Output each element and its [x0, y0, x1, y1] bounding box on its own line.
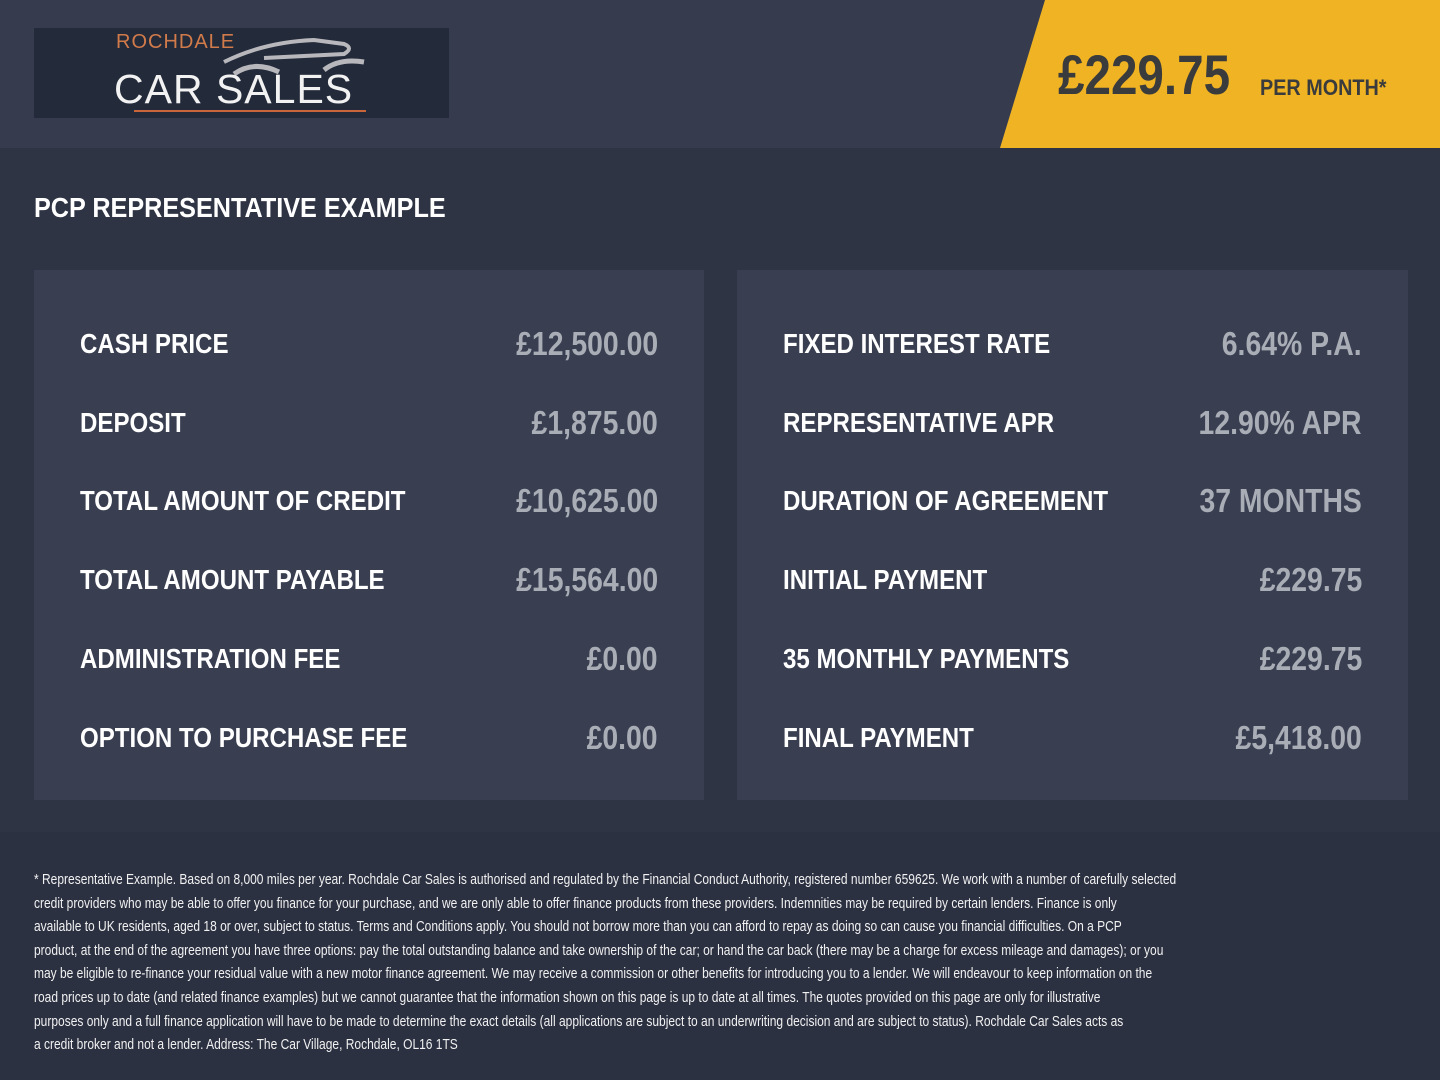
row-option-fee: OPTION TO PURCHASE FEE £0.00: [80, 719, 658, 762]
disclaimer-line: road prices up to date (and related fina…: [34, 988, 1101, 1006]
row-value: £229.75: [1259, 640, 1362, 677]
row-value: £0.00: [586, 640, 658, 677]
row-value: £5,418.00: [1235, 719, 1362, 756]
disclaimer-line: credit providers who may be able to offe…: [34, 894, 1117, 912]
row-value: £10,625.00: [515, 482, 658, 519]
row-admin-fee: ADMINISTRATION FEE £0.00: [80, 640, 658, 683]
monthly-price: £229.75: [1058, 43, 1231, 106]
logo-underline: [134, 110, 366, 112]
row-apr: REPRESENTATIVE APR 12.90% APR: [783, 404, 1362, 447]
logo[interactable]: ROCHDALE CAR SALES: [34, 28, 449, 118]
logo-top-text: ROCHDALE: [116, 31, 236, 53]
price-badge: £229.75 PER MONTH*: [1000, 0, 1440, 148]
row-label: 35 MONTHLY PAYMENTS: [783, 643, 1070, 674]
row-value: £1,875.00: [531, 404, 658, 441]
disclaimer-line: a credit broker and not a lender. Addres…: [34, 1036, 458, 1054]
disclaimer-line: available to UK residents, aged 18 or ov…: [34, 918, 1122, 936]
row-label: ADMINISTRATION FEE: [80, 643, 341, 674]
header: ROCHDALE CAR SALES £229.75 PER MONTH*: [0, 0, 1440, 148]
logo-main-text: CAR SALES: [114, 66, 354, 112]
disclaimer-line: purposes only and a full finance applica…: [34, 1012, 1124, 1030]
disclaimer-line: * Representative Example. Based on 8,000…: [34, 871, 1177, 888]
row-label: DEPOSIT: [80, 407, 186, 438]
disclaimer-footer: * Representative Example. Based on 8,000…: [0, 832, 1440, 1080]
row-final-payment: FINAL PAYMENT £5,418.00: [783, 719, 1362, 762]
row-label: TOTAL AMOUNT PAYABLE: [80, 564, 385, 595]
row-monthly-payments: 35 MONTHLY PAYMENTS £229.75: [783, 640, 1362, 683]
row-value: 12.90% APR: [1198, 404, 1362, 441]
row-initial-payment: INITIAL PAYMENT £229.75: [783, 561, 1362, 604]
row-value: £12,500.00: [515, 325, 658, 362]
row-value: £15,564.00: [515, 561, 658, 598]
row-label: CASH PRICE: [80, 328, 229, 359]
disclaimer-line: product, at the end of the agreement you…: [34, 941, 1164, 959]
row-label: TOTAL AMOUNT OF CREDIT: [80, 485, 406, 516]
row-label: REPRESENTATIVE APR: [783, 407, 1055, 438]
row-value: £229.75: [1259, 561, 1362, 598]
per-month-label: PER MONTH*: [1260, 75, 1387, 100]
disclaimer-text: * Representative Example. Based on 8,000…: [34, 868, 1440, 1057]
row-label: OPTION TO PURCHASE FEE: [80, 722, 408, 753]
right-panel: FIXED INTEREST RATE 6.64% P.A. REPRESENTA…: [737, 270, 1408, 800]
row-total-credit: TOTAL AMOUNT OF CREDIT £10,625.00: [80, 482, 658, 525]
row-deposit: DEPOSIT £1,875.00: [80, 404, 658, 447]
row-label: DURATION OF AGREEMENT: [783, 485, 1109, 516]
car-silhouette-icon: [223, 37, 365, 77]
row-value: 6.64% P.A.: [1222, 325, 1362, 362]
row-label: FIXED INTEREST RATE: [783, 328, 1051, 359]
row-total-payable: TOTAL AMOUNT PAYABLE £15,564.00: [80, 561, 658, 604]
left-panel: CASH PRICE £12,500.00 DEPOSIT £1,875.00 TO…: [34, 270, 704, 800]
row-value: 37 MONTHS: [1199, 482, 1362, 519]
row-duration: DURATION OF AGREEMENT 37 MONTHS: [783, 482, 1362, 525]
row-interest-rate: FIXED INTEREST RATE 6.64% P.A.: [783, 325, 1362, 368]
row-cash-price: CASH PRICE £12,500.00: [80, 325, 658, 368]
disclaimer-line: may be eligible to re-finance your resid…: [34, 965, 1153, 983]
row-label: INITIAL PAYMENT: [783, 564, 988, 595]
row-value: £0.00: [586, 719, 658, 756]
page-title: PCP REPRESENTATIVE EXAMPLE: [34, 192, 446, 223]
row-label: FINAL PAYMENT: [783, 722, 974, 753]
